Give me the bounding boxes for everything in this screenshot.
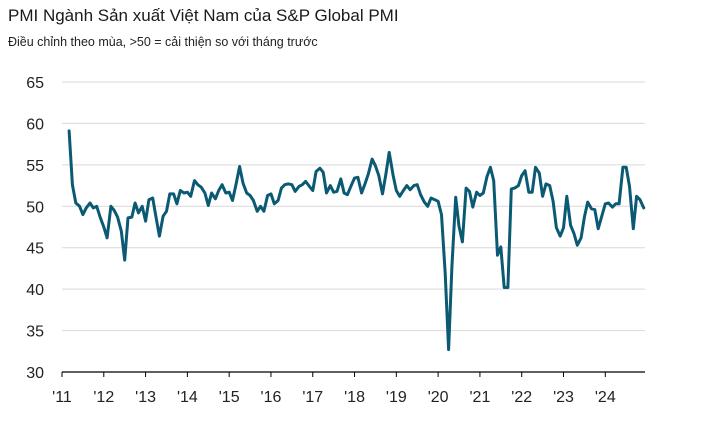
x-tick-label: '11	[52, 389, 72, 406]
x-tick-label: '13	[135, 389, 156, 406]
y-tick-label: 35	[26, 324, 44, 341]
x-axis: '11 '12 '13 '14 '15 '16 '17 '18 '19 '20 '21 '22 '23 '…	[52, 371, 645, 406]
x-tick-label: '16	[261, 389, 282, 406]
y-axis-ticks: 30 35 40 45 50 55 60 65	[26, 75, 44, 382]
y-tick-label: 45	[26, 241, 44, 258]
x-tick-label: '14	[177, 389, 198, 406]
x-tick-label: '15	[219, 389, 240, 406]
y-tick-label: 65	[26, 75, 44, 92]
y-tick-label: 60	[26, 116, 44, 133]
chart-subtitle: Điều chỉnh theo mùa, >50 = cải thiện so …	[8, 35, 318, 49]
x-tick-label: '12	[93, 389, 114, 406]
y-tick-label: 40	[26, 282, 44, 299]
series-group	[67, 129, 646, 352]
series-line-pmi	[67, 129, 646, 352]
y-tick-label: 50	[26, 199, 44, 216]
gridlines	[62, 81, 645, 332]
x-tick-label: '22	[511, 389, 532, 406]
chart-title: PMI Ngành Sản xuất Việt Nam của S&P Glob…	[8, 6, 399, 25]
x-tick-label: '18	[344, 389, 365, 406]
x-tick-label: '20	[428, 389, 449, 406]
y-tick-label: 55	[26, 158, 44, 175]
y-tick-label: 30	[26, 365, 44, 382]
x-tick-label: '17	[302, 389, 323, 406]
x-tick-label: '19	[386, 389, 407, 406]
x-tick-label: '21	[469, 389, 490, 406]
x-tick-label: '24	[595, 389, 616, 406]
x-tick-label: '23	[553, 389, 574, 406]
